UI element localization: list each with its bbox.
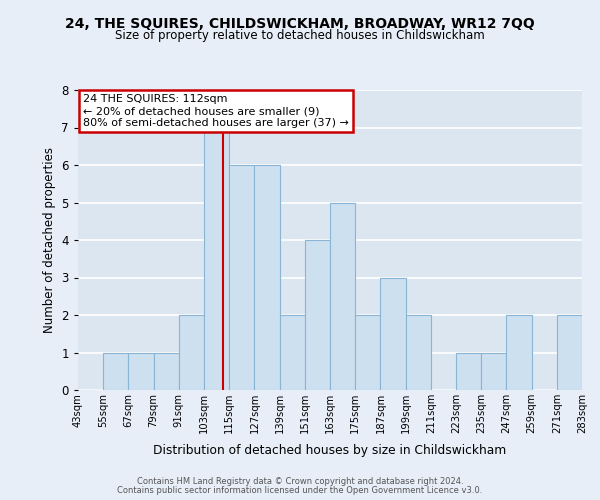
Text: Contains public sector information licensed under the Open Government Licence v3: Contains public sector information licen…	[118, 486, 482, 495]
Bar	[481, 352, 506, 390]
Text: 24 THE SQUIRES: 112sqm
← 20% of detached houses are smaller (9)
80% of semi-deta: 24 THE SQUIRES: 112sqm ← 20% of detached…	[83, 94, 349, 128]
Bar	[406, 315, 431, 390]
Bar	[229, 165, 254, 390]
Bar	[204, 128, 229, 390]
Y-axis label: Number of detached properties: Number of detached properties	[43, 147, 56, 333]
Bar	[103, 352, 128, 390]
Bar	[380, 278, 406, 390]
Bar	[506, 315, 532, 390]
Text: Contains HM Land Registry data © Crown copyright and database right 2024.: Contains HM Land Registry data © Crown c…	[137, 477, 463, 486]
Bar	[456, 352, 481, 390]
Text: 24, THE SQUIRES, CHILDSWICKHAM, BROADWAY, WR12 7QQ: 24, THE SQUIRES, CHILDSWICKHAM, BROADWAY…	[65, 18, 535, 32]
Bar	[254, 165, 280, 390]
Bar	[330, 202, 355, 390]
Bar	[154, 352, 179, 390]
Bar	[280, 315, 305, 390]
Bar	[179, 315, 204, 390]
Bar	[128, 352, 154, 390]
Bar	[355, 315, 380, 390]
X-axis label: Distribution of detached houses by size in Childswickham: Distribution of detached houses by size …	[154, 444, 506, 458]
Text: Size of property relative to detached houses in Childswickham: Size of property relative to detached ho…	[115, 29, 485, 42]
Bar	[557, 315, 582, 390]
Bar	[305, 240, 330, 390]
